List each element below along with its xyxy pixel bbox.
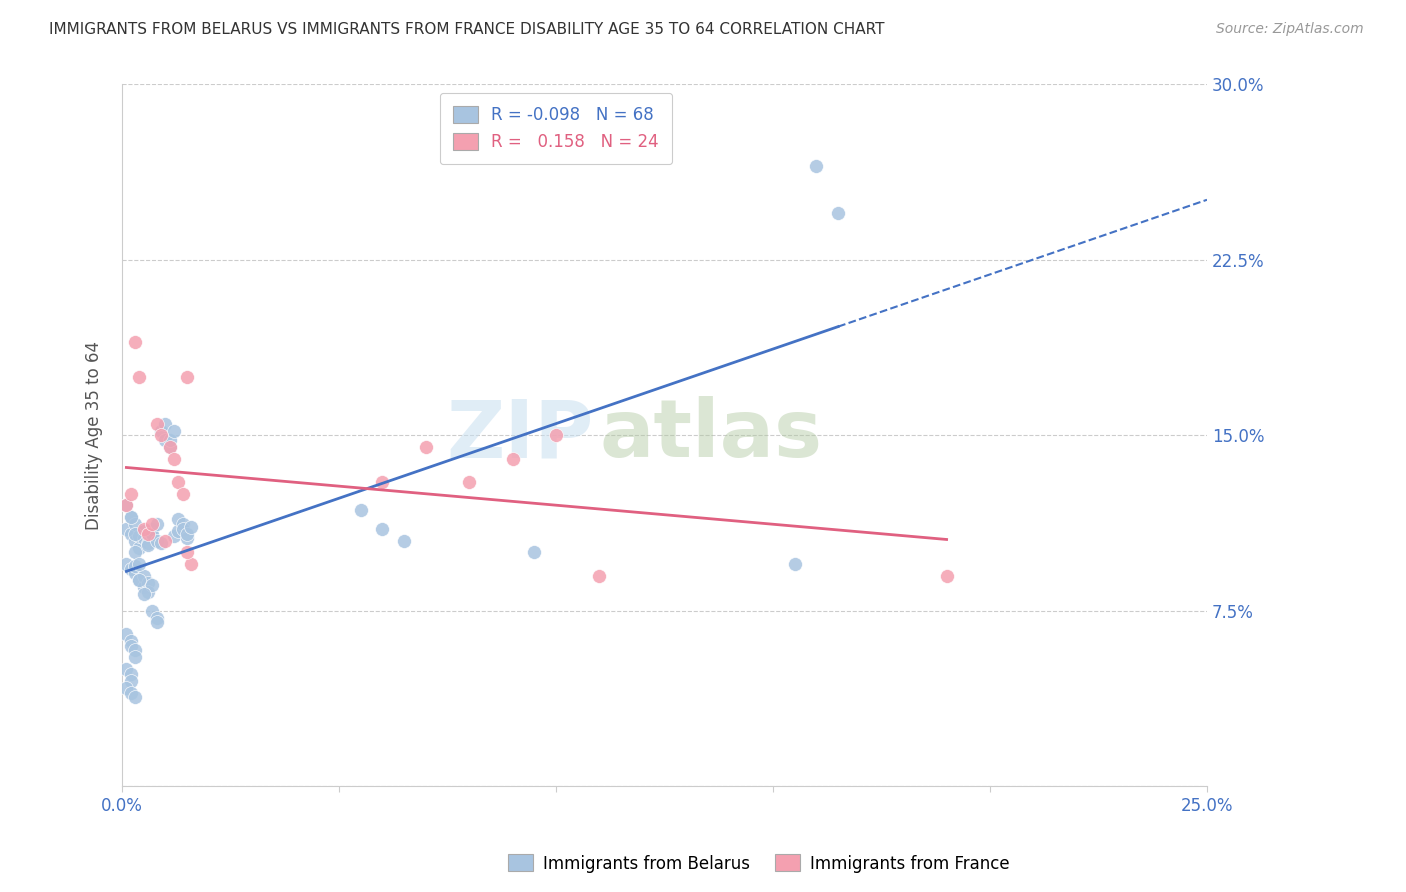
Text: ZIP: ZIP — [447, 396, 593, 475]
Point — [155, 417, 177, 431]
Point — [150, 536, 173, 550]
Point — [176, 526, 198, 541]
Point — [145, 533, 167, 548]
Point — [120, 487, 142, 501]
Point — [172, 522, 194, 536]
Point — [120, 526, 142, 541]
Text: Source: ZipAtlas.com: Source: ZipAtlas.com — [1216, 22, 1364, 37]
Point — [115, 627, 138, 641]
Legend: Immigrants from Belarus, Immigrants from France: Immigrants from Belarus, Immigrants from… — [502, 847, 1017, 880]
Point — [120, 666, 142, 681]
Point — [172, 487, 194, 501]
Point — [150, 424, 173, 438]
Point — [136, 526, 159, 541]
Point — [458, 475, 481, 489]
Point — [141, 517, 163, 532]
Point — [132, 580, 155, 594]
Point — [132, 531, 155, 545]
Point — [159, 440, 181, 454]
Point — [128, 369, 150, 384]
Point — [392, 533, 415, 548]
Point — [124, 334, 146, 349]
Point — [141, 522, 163, 536]
Point — [783, 557, 806, 571]
Point — [124, 690, 146, 705]
Point — [120, 561, 142, 575]
Y-axis label: Disability Age 35 to 64: Disability Age 35 to 64 — [86, 341, 103, 530]
Point — [120, 634, 142, 648]
Point — [132, 568, 155, 582]
Point — [172, 517, 194, 532]
Point — [150, 428, 173, 442]
Point — [544, 428, 567, 442]
Point — [145, 517, 167, 532]
Point — [141, 604, 163, 618]
Point — [163, 529, 186, 543]
Point — [180, 557, 202, 571]
Point — [124, 517, 146, 532]
Text: atlas: atlas — [599, 396, 823, 475]
Point — [588, 568, 610, 582]
Point — [124, 566, 146, 581]
Point — [176, 369, 198, 384]
Point — [415, 440, 437, 454]
Point — [371, 522, 394, 536]
Point — [124, 526, 146, 541]
Point — [141, 526, 163, 541]
Point — [163, 451, 186, 466]
Point — [136, 536, 159, 550]
Point — [935, 568, 957, 582]
Point — [136, 585, 159, 599]
Point — [115, 499, 138, 513]
Point — [120, 510, 142, 524]
Point — [350, 503, 373, 517]
Point — [155, 433, 177, 447]
Point — [163, 424, 186, 438]
Point — [827, 206, 849, 220]
Point — [136, 538, 159, 552]
Point — [120, 685, 142, 699]
Point — [145, 417, 167, 431]
Point — [124, 559, 146, 574]
Point — [115, 662, 138, 676]
Point — [120, 639, 142, 653]
Point — [806, 159, 828, 173]
Point — [124, 545, 146, 559]
Point — [120, 673, 142, 688]
Text: IMMIGRANTS FROM BELARUS VS IMMIGRANTS FROM FRANCE DISABILITY AGE 35 TO 64 CORREL: IMMIGRANTS FROM BELARUS VS IMMIGRANTS FR… — [49, 22, 884, 37]
Point — [128, 529, 150, 543]
Point — [128, 574, 150, 588]
Point — [115, 557, 138, 571]
Point — [124, 643, 146, 657]
Point — [128, 557, 150, 571]
Point — [371, 475, 394, 489]
Legend: R = -0.098   N = 68, R =   0.158   N = 24: R = -0.098 N = 68, R = 0.158 N = 24 — [440, 93, 672, 164]
Point — [167, 524, 190, 539]
Point — [128, 541, 150, 555]
Point — [115, 499, 138, 513]
Point — [155, 533, 177, 548]
Point — [523, 545, 546, 559]
Point — [128, 574, 150, 588]
Point — [167, 512, 190, 526]
Point — [159, 440, 181, 454]
Point — [132, 587, 155, 601]
Point — [136, 575, 159, 590]
Point — [176, 531, 198, 545]
Point — [132, 522, 155, 536]
Point — [502, 451, 524, 466]
Point — [141, 578, 163, 592]
Point — [132, 524, 155, 539]
Point — [120, 510, 142, 524]
Point — [180, 519, 202, 533]
Point — [115, 522, 138, 536]
Point — [176, 545, 198, 559]
Point — [145, 615, 167, 630]
Point — [145, 611, 167, 625]
Point — [115, 681, 138, 695]
Point — [124, 650, 146, 665]
Point — [159, 433, 181, 447]
Point — [124, 533, 146, 548]
Point — [167, 475, 190, 489]
